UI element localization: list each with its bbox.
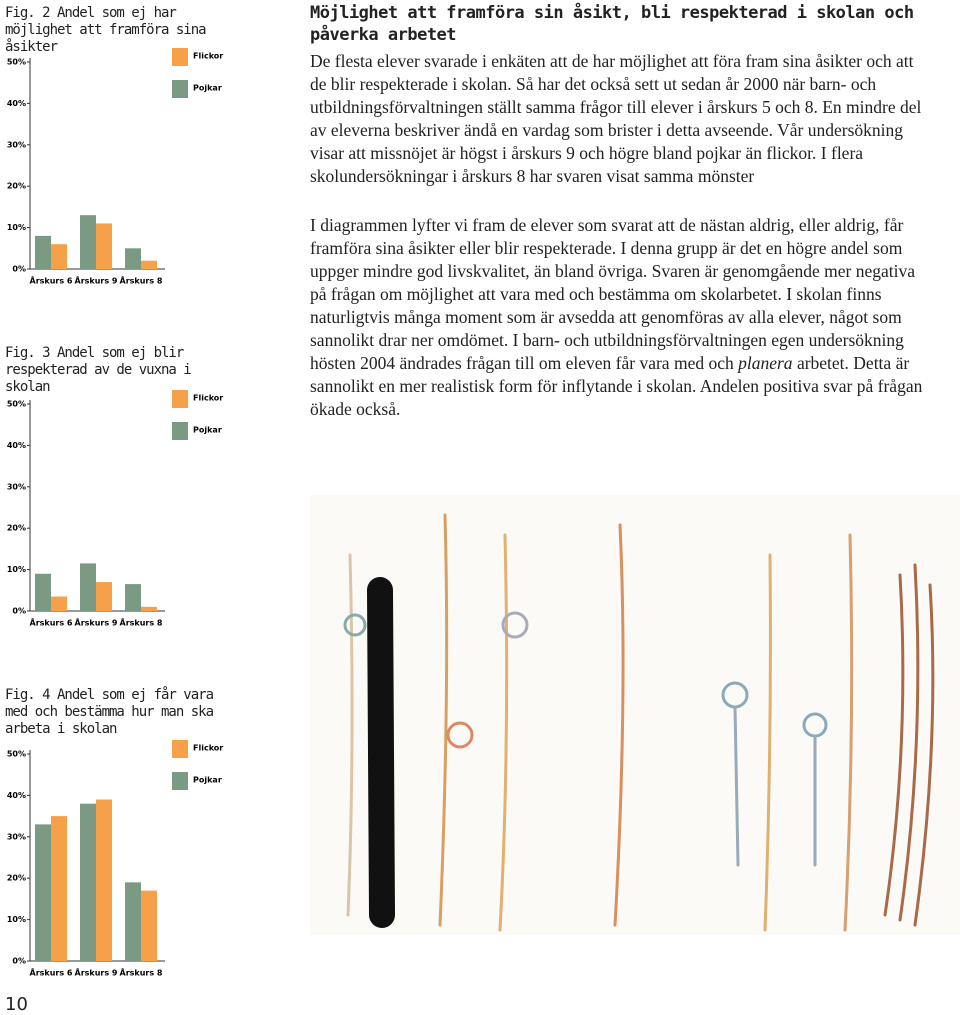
y-tick-label: 10% bbox=[7, 223, 26, 232]
bar bbox=[80, 803, 96, 961]
legend-label: Flickor bbox=[193, 52, 223, 61]
y-tick-label: 50% bbox=[7, 400, 26, 409]
bar bbox=[51, 244, 67, 269]
text: I diagrammen lyfter vi fram de elever so… bbox=[310, 215, 916, 373]
x-tick-label: Årskurs 6 bbox=[30, 276, 73, 286]
y-tick-label: 50% bbox=[7, 750, 26, 759]
y-tick-label: 40% bbox=[7, 99, 26, 108]
emphasis: planera bbox=[738, 353, 793, 373]
y-tick-label: 30% bbox=[7, 482, 26, 491]
x-tick-label: Årskurs 8 bbox=[120, 276, 163, 286]
x-tick-label: Årskurs 6 bbox=[30, 968, 73, 978]
y-tick-label: 20% bbox=[7, 524, 26, 533]
x-tick-label: Årskurs 8 bbox=[120, 968, 163, 978]
bar bbox=[141, 890, 157, 961]
bar bbox=[35, 235, 51, 269]
legend-label: Pojkar bbox=[193, 776, 222, 785]
caption: Fig. 4 Andel som ej får vara med och bes… bbox=[5, 687, 214, 737]
bar bbox=[35, 824, 51, 961]
y-tick-label: 10% bbox=[7, 565, 26, 574]
bar bbox=[96, 799, 112, 961]
legend-swatch bbox=[172, 80, 188, 98]
title: Möjlighet att framföra sin åsikt, bli re… bbox=[310, 3, 914, 45]
legend-swatch bbox=[172, 390, 188, 408]
y-tick-label: 0% bbox=[12, 265, 26, 274]
y-tick-label: 20% bbox=[7, 874, 26, 883]
legend-label: Pojkar bbox=[193, 84, 222, 93]
y-tick-label: 0% bbox=[12, 607, 26, 616]
bar bbox=[141, 260, 157, 269]
child-drawing bbox=[310, 495, 960, 935]
page-number: 10 bbox=[5, 994, 28, 1015]
bar bbox=[51, 816, 67, 961]
bar bbox=[51, 596, 67, 611]
chart: 0% 10% 20% 30% 40% 50% Årskurs 6 Årskurs 9 Årsku… bbox=[7, 48, 223, 286]
legend-swatch bbox=[172, 740, 188, 758]
y-tick-label: 40% bbox=[7, 441, 26, 450]
y-tick-label: 50% bbox=[7, 58, 26, 67]
y-tick-label: 20% bbox=[7, 182, 26, 191]
legend-label: Flickor bbox=[193, 394, 223, 403]
article: Möjlighet att framföra sin åsikt, bli re… bbox=[310, 2, 925, 447]
y-tick-label: 0% bbox=[12, 957, 26, 966]
chart: 0% 10% 20% 30% 40% 50% Årskurs 6 Årskurs 9 Årsku… bbox=[7, 740, 223, 978]
x-tick-label: Årskurs 6 bbox=[30, 618, 73, 628]
paragraph: De flesta elever svarade i enkäten att d… bbox=[310, 51, 922, 186]
bar bbox=[96, 223, 112, 269]
bar bbox=[35, 573, 51, 611]
bar bbox=[125, 584, 141, 611]
legend-swatch bbox=[172, 48, 188, 66]
bar bbox=[125, 248, 141, 269]
bar bbox=[96, 582, 112, 611]
y-tick-label: 40% bbox=[7, 791, 26, 800]
bar bbox=[80, 215, 96, 269]
bar bbox=[141, 606, 157, 611]
x-tick-label: Årskurs 9 bbox=[75, 968, 118, 978]
bar bbox=[80, 563, 96, 611]
legend-label: Pojkar bbox=[193, 426, 222, 435]
y-tick-label: 30% bbox=[7, 832, 26, 841]
x-tick-label: Årskurs 9 bbox=[75, 618, 118, 628]
caption: Fig. 2 Andel som ej har möjlighet att fr… bbox=[5, 5, 207, 55]
text: arbetet. Detta är sannolikt en mer reali… bbox=[310, 353, 923, 419]
legend-swatch bbox=[172, 422, 188, 440]
caption: Fig. 3 Andel som ej blir respekterad av … bbox=[5, 345, 192, 395]
y-tick-label: 30% bbox=[7, 140, 26, 149]
x-tick-label: Årskurs 8 bbox=[120, 618, 163, 628]
legend-swatch bbox=[172, 772, 188, 790]
paragraph: I diagrammen lyfter vi fram de elever so… bbox=[310, 214, 925, 421]
chart: 0% 10% 20% 30% 40% 50% Årskurs 6 Årskurs 9 Årsku… bbox=[7, 390, 223, 628]
x-tick-label: Årskurs 9 bbox=[75, 276, 118, 286]
legend-label: Flickor bbox=[193, 744, 223, 753]
y-tick-label: 10% bbox=[7, 915, 26, 924]
bar bbox=[125, 882, 141, 961]
